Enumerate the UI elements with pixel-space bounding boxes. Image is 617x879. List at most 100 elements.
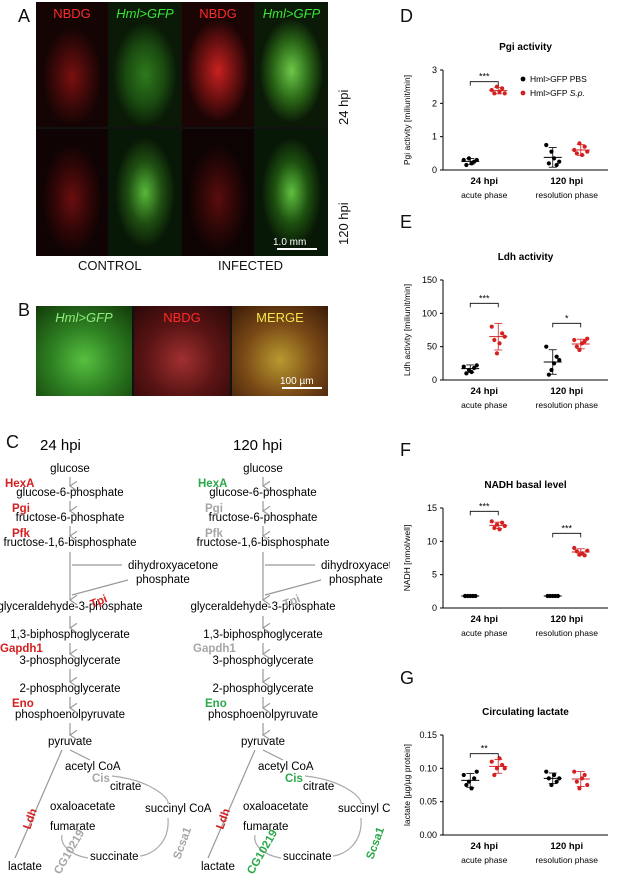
metabolite: 1,3-biphosphoglycerate	[203, 629, 323, 641]
data-point	[502, 91, 507, 96]
metabolite: succinate	[90, 851, 139, 863]
enzyme-label: Eno	[12, 698, 34, 710]
x-tick-label: 24 hpi	[471, 176, 498, 187]
image-gfp-control-120	[109, 129, 181, 256]
metabolite: dihydroxyacetone	[128, 560, 218, 572]
y-tick-label: 1	[432, 132, 437, 142]
label-control: CONTROL	[78, 258, 142, 273]
metabolite: 3-phosphoglycerate	[19, 655, 120, 667]
metabolite: 3-phosphoglycerate	[212, 655, 313, 667]
enzyme-label: Ldh	[215, 807, 233, 831]
data-point	[500, 331, 505, 336]
metabolite: fructose-1,6-bisphosphate	[197, 537, 330, 549]
scale-bar-b	[282, 387, 322, 389]
enzyme-label: Eno	[205, 698, 227, 710]
y-tick-label: 3	[432, 65, 437, 75]
metabolite: phosphate	[136, 574, 190, 586]
panel-label-f: F	[400, 440, 411, 460]
data-point	[574, 151, 579, 156]
y-tick-label: 0.00	[419, 830, 437, 840]
data-point	[572, 337, 577, 343]
panel-a-images: NBDG Hml>GFP NBDG Hml>GFP 1.0 mm	[36, 2, 328, 256]
scale-bar-label: 1.0 mm	[273, 237, 307, 248]
image-b-nbdg: NBDG	[134, 306, 230, 396]
metabolite: dihydroxyacetone	[321, 560, 390, 572]
data-point	[489, 87, 494, 93]
metabolite: fructose-1,6-bisphosphate	[4, 537, 137, 549]
enzyme-label: Tpi	[282, 593, 302, 611]
y-tick-label: 10	[427, 536, 437, 546]
enzyme-label: Cis	[92, 773, 110, 785]
metabolite: citrate	[303, 781, 334, 793]
data-point	[572, 545, 577, 551]
data-point	[585, 336, 590, 341]
enzyme-label: HexA	[5, 478, 34, 490]
x-sublabel: acute phase	[461, 628, 508, 638]
metabolite: phosphoenolpyruvate	[208, 709, 318, 721]
data-point	[474, 769, 479, 774]
col-label-nbdg: NBDG	[199, 6, 237, 21]
image-gfp-control-24: Hml>GFP	[109, 2, 181, 127]
significance-label: ***	[479, 72, 490, 82]
metabolite: succinyl CoA	[338, 803, 390, 815]
data-point	[500, 86, 505, 91]
metabolite: succinyl CoA	[145, 803, 212, 815]
enzyme-label: Cis	[285, 773, 303, 785]
pathway-120hpi: 120 hpi glucose glucose-6-phosphate fructos…	[190, 437, 390, 877]
scale-bar-b-label: 100 µm	[280, 376, 314, 387]
data-point	[474, 363, 479, 368]
pathway-24hpi: 24 hpi glucose glucose-6-phosphate fructose…	[0, 437, 218, 877]
pathway-arrow	[262, 749, 284, 761]
y-tick-label: 50	[427, 342, 437, 352]
enzyme-label: HexA	[198, 478, 227, 490]
chart-d: Pgi activity 0 1 2 3 Pgi activity [miliunit/m…	[402, 42, 608, 200]
y-tick-label: 0	[432, 165, 437, 175]
data-point	[585, 782, 590, 788]
significance-label: ***	[479, 293, 490, 303]
metabolite: glucose	[50, 463, 90, 475]
chart-title: NADH basal level	[484, 480, 566, 491]
enzyme-label: Scsa1	[365, 825, 388, 861]
pathway-arrow	[332, 817, 362, 857]
pathway-arrow	[139, 817, 169, 857]
data-point	[492, 525, 497, 531]
metabolite: phosphoenolpyruvate	[15, 709, 125, 721]
image-gfp-infected-24: Hml>GFP	[255, 2, 328, 127]
metabolite: succinate	[283, 851, 332, 863]
metabolite: lactate	[8, 861, 42, 873]
row-label-24hpi: 24 hpi	[336, 89, 351, 125]
image-nbdg-control-24: NBDG	[36, 2, 108, 127]
x-tick-label: 24 hpi	[471, 614, 498, 625]
panel-label-b: B	[18, 300, 31, 320]
data-point	[502, 523, 507, 529]
pathway-arrow	[264, 579, 322, 596]
significance-bracket	[469, 753, 499, 758]
x-sublabel: resolution phase	[536, 190, 599, 200]
x-tick-label: 120 hpi	[550, 614, 583, 625]
label-b-merge: MERGE	[256, 310, 304, 325]
data-point	[544, 769, 549, 774]
legend-label: Hml>GFP S.p.	[530, 88, 585, 98]
image-b-gfp: Hml>GFP	[36, 306, 132, 396]
x-sublabel: acute phase	[461, 400, 508, 410]
panel-label-a: A	[18, 6, 31, 26]
data-point	[464, 371, 469, 376]
data-point	[500, 520, 505, 525]
data-point	[464, 162, 469, 168]
pathway-arrow	[71, 579, 129, 596]
chart-title: Pgi activity	[499, 42, 552, 53]
col-label-gfp: Hml>GFP	[116, 6, 174, 21]
chart-f: NADH basal level 0 5 10 15 NADH [nmol/well] 24…	[402, 480, 608, 638]
charts-svg: Pgi activity 0 1 2 3 Pgi activity [miliunit/m…	[402, 42, 608, 865]
x-sublabel: resolution phase	[536, 855, 599, 865]
pathway-arrow	[207, 749, 256, 859]
enzyme-label: Pfk	[205, 528, 224, 540]
legend-label: Hml>GFP PBS	[530, 74, 587, 84]
x-tick-label: 24 hpi	[471, 386, 498, 397]
x-tick-label: 24 hpi	[471, 841, 498, 852]
panel-b-images: Hml>GFP NBDG MERGE 100 µm	[36, 306, 328, 396]
label-b-nbdg: NBDG	[163, 310, 201, 325]
chart-title: Circulating lactate	[482, 707, 569, 718]
image-nbdg-infected-24: NBDG	[182, 2, 254, 127]
pathway-arrow	[61, 834, 89, 859]
